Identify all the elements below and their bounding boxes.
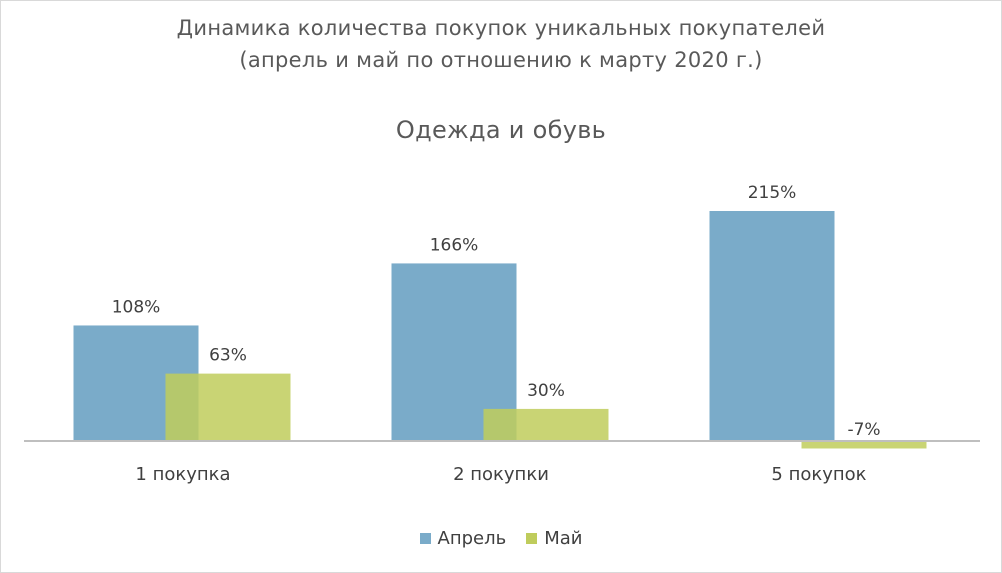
- x-tick-label-3: 5 покупок: [771, 464, 866, 485]
- bar-may-3: [801, 441, 927, 449]
- legend-label-may: Май: [544, 528, 583, 549]
- x-tick-label-1: 1 покупка: [135, 464, 230, 485]
- chart-title: Динамика количества покупок уникальных п…: [176, 16, 826, 40]
- data-label-may-2: 30%: [527, 381, 565, 401]
- data-label-april-3: 215%: [748, 183, 797, 203]
- bar-may-2: [483, 408, 609, 441]
- data-label-may-3: -7%: [847, 420, 880, 440]
- legend: Апрель Май: [0, 528, 1002, 549]
- bar-may-1: [165, 373, 291, 441]
- legend-item-may: Май: [526, 528, 582, 549]
- legend-item-april: Апрель: [419, 528, 507, 549]
- chart-panel-title: Одежда и обувь: [395, 116, 607, 144]
- data-label-april-2: 166%: [430, 235, 479, 255]
- legend-swatch-may: [526, 533, 538, 544]
- legend-swatch-april: [419, 533, 431, 544]
- legend-label-april: Апрель: [437, 528, 507, 549]
- chart-subtitle: (апрель и май по отношению к марту 2020 …: [239, 48, 763, 72]
- data-label-april-1: 108%: [112, 297, 161, 317]
- x-tick-label-2: 2 покупки: [453, 464, 549, 485]
- bar-april-3: [709, 211, 835, 441]
- data-label-may-1: 63%: [209, 346, 247, 366]
